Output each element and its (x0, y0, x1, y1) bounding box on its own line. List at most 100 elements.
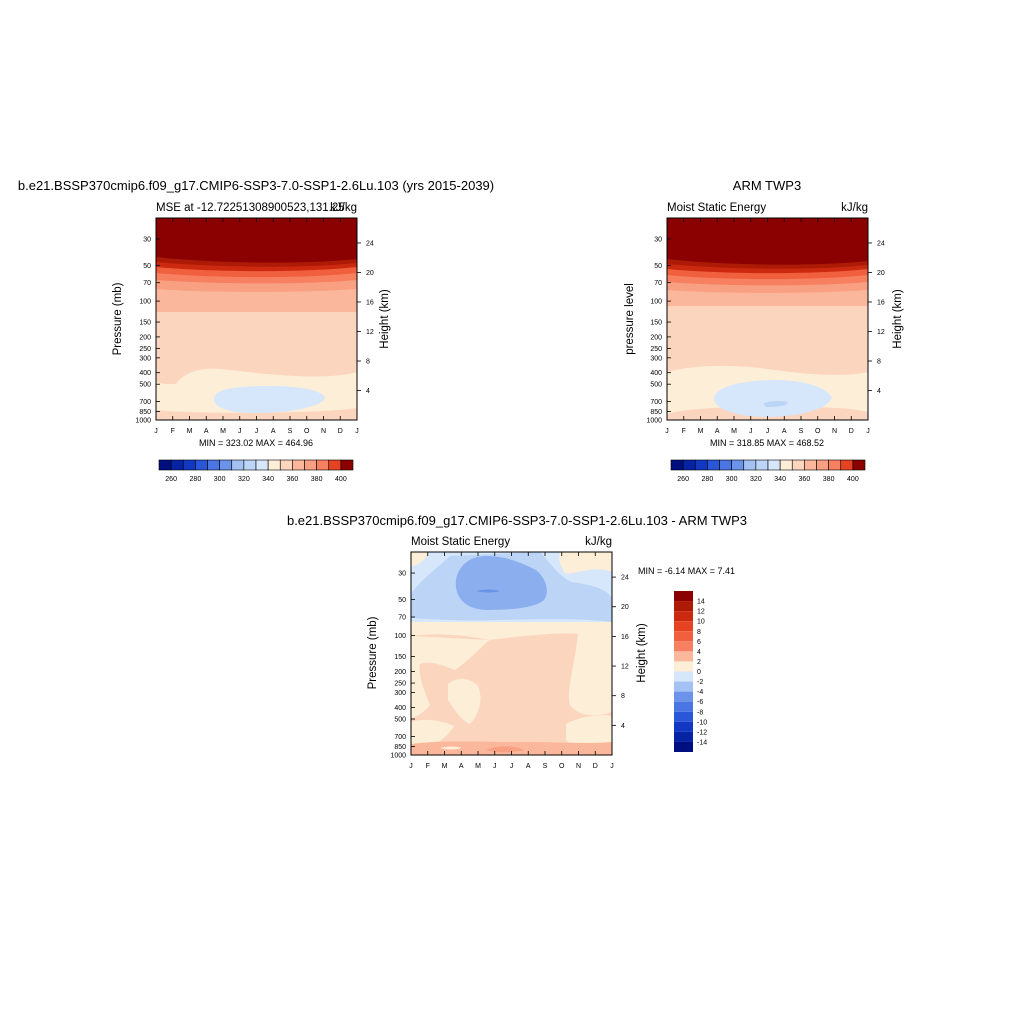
colorbar-label: -12 (697, 729, 707, 736)
x-tick-label: A (271, 428, 276, 435)
y-tick-label: 70 (654, 280, 662, 287)
colorbar-box (674, 691, 693, 702)
x-tick-label: J (766, 428, 770, 435)
colorbar-box (158, 459, 172, 471)
y-right-tick-label: 8 (621, 693, 625, 700)
y-tick-label: 150 (394, 654, 406, 661)
y-tick-label: 70 (398, 615, 406, 622)
y-tick-label: 1000 (646, 418, 662, 425)
colorbar-box (670, 459, 684, 471)
x-tick-label: M (731, 428, 737, 435)
panel3-y-ticks-right: 24 20 16 12 8 4 (612, 575, 629, 730)
panel3-title: b.e21.BSSP370cmip6.f09_g17.CMIP6-SSP3-7.… (287, 513, 747, 528)
colorbar-label: 400 (335, 476, 347, 483)
x-tick-label: A (782, 428, 787, 435)
panel2-ylabel: pressure level (624, 283, 636, 355)
x-tick-label: J (665, 428, 669, 435)
x-tick-label: A (459, 763, 464, 770)
colorbar-box (182, 459, 196, 471)
y-tick-label: 850 (139, 409, 151, 416)
x-tick-label: A (715, 428, 720, 435)
y-tick-label: 700 (394, 734, 406, 741)
colorbar-box (316, 459, 330, 471)
x-tick-label: J (409, 763, 413, 770)
panel3-minmax: MIN = -6.14 MAX = 7.41 (638, 566, 735, 576)
panel2-colorbar: 260 280 300 320 340 360 380 400 (670, 459, 866, 483)
band-410-plus (156, 218, 357, 263)
colorbar-box (292, 459, 305, 471)
colorbar-label: 260 (677, 476, 689, 483)
band-m8-m6 (476, 589, 500, 593)
y-tick-label: 50 (143, 263, 151, 270)
y-right-tick-label: 16 (621, 634, 629, 641)
colorbar-box (219, 459, 233, 471)
panel2-right-string: kJ/kg (841, 202, 868, 214)
colorbar-label: 360 (799, 476, 811, 483)
y-tick-label: 200 (650, 334, 662, 341)
y-right-tick-label: 4 (877, 388, 881, 395)
x-tick-label: O (304, 428, 310, 435)
band-380-390 (667, 268, 868, 280)
colorbar-box (243, 459, 257, 471)
colorbar-box (674, 741, 693, 752)
panel2-minmax: MIN = 318.85 MAX = 468.52 (710, 438, 824, 448)
band-370-380 (156, 272, 357, 284)
band-350-360 (156, 288, 357, 312)
y-tick-label: 400 (394, 705, 406, 712)
x-tick-label: J (749, 428, 753, 435)
panel1-ylabel-right: Height (km) (379, 289, 391, 349)
band-0-2-inner-a (448, 678, 481, 724)
y-tick-label: 30 (398, 571, 406, 578)
band-400-410 (156, 256, 357, 267)
y-tick-label: 70 (143, 280, 151, 287)
y-right-tick-label: 20 (877, 270, 885, 277)
x-tick-label: S (543, 763, 548, 770)
panel1-colorbar: 260 280 300 320 340 360 380 400 (158, 459, 354, 483)
colorbar-box (674, 591, 693, 602)
colorbar-label: 300 (214, 476, 226, 483)
y-right-tick-label: 4 (366, 388, 370, 395)
x-tick-label: F (171, 428, 175, 435)
y-tick-label: 150 (139, 320, 151, 327)
y-tick-label: 50 (654, 263, 662, 270)
y-tick-label: 50 (398, 597, 406, 604)
panel1-ylabel: Pressure (mb) (112, 282, 124, 355)
x-tick-label: M (442, 763, 448, 770)
y-tick-label: 100 (394, 633, 406, 640)
y-right-tick-label: 16 (366, 299, 374, 306)
panel3-y-ticks: 30 50 70 100 150 200 250 300 400 500 700 850 1000 (390, 571, 415, 760)
colorbar-box (170, 459, 184, 471)
panel1-minmax: MIN = 323.02 MAX = 464.96 (199, 438, 313, 448)
y-tick-label: 400 (139, 370, 151, 377)
panel2-y-ticks-right: 24 20 16 12 8 4 (868, 240, 885, 395)
panel2-left-string: Moist Static Energy (667, 202, 766, 214)
panel1-title: b.e21.BSSP370cmip6.f09_g17.CMIP6-SSP3-7.… (18, 178, 494, 193)
colorbar-label: 320 (238, 476, 250, 483)
colorbar-box (674, 651, 693, 662)
y-tick-label: 400 (650, 370, 662, 377)
y-right-tick-label: 12 (621, 664, 629, 671)
y-tick-label: 700 (650, 399, 662, 406)
panel3-right-string: kJ/kg (585, 536, 612, 548)
colorbar-label: 340 (262, 476, 274, 483)
y-right-tick-label: 24 (877, 240, 885, 247)
colorbar-label: 300 (726, 476, 738, 483)
colorbar-label: -10 (697, 719, 707, 726)
panel-difference-mse: b.e21.BSSP370cmip6.f09_g17.CMIP6-SSP3-7.… (287, 513, 747, 770)
y-tick-label: 200 (394, 669, 406, 676)
y-tick-label: 1000 (135, 418, 151, 425)
panel1-field (156, 218, 357, 420)
colorbar-box (731, 459, 745, 471)
band-2-4 (411, 633, 612, 755)
colorbar-label: 4 (697, 649, 701, 656)
y-right-tick-label: 24 (621, 575, 629, 582)
y-tick-label: 1000 (390, 753, 406, 760)
colorbar-label: 260 (165, 476, 177, 483)
colorbar-box (852, 459, 866, 471)
y-tick-label: 250 (394, 681, 406, 688)
band-380-390 (156, 266, 357, 278)
y-tick-label: 850 (394, 744, 406, 751)
